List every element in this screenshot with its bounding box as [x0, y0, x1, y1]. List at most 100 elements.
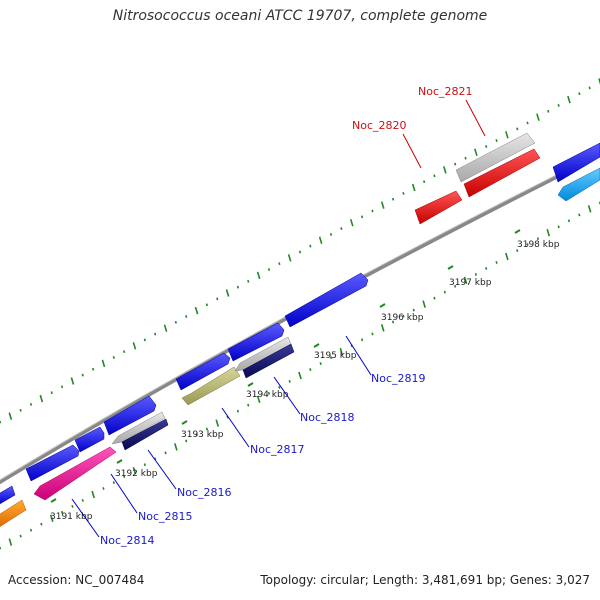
gc-dot: [81, 373, 84, 377]
gc-dot: [102, 487, 105, 490]
gc-dot: [318, 236, 323, 245]
gene-arrow[interactable]: [455, 132, 536, 183]
gene-arrow[interactable]: [227, 322, 285, 362]
gc-dot: [464, 156, 467, 160]
gc-dot: [205, 303, 209, 307]
gene-arrow[interactable]: [181, 366, 241, 406]
gc-dot: [412, 308, 415, 312]
gene-arrow[interactable]: [552, 142, 600, 183]
gene-arrow[interactable]: [121, 418, 169, 451]
gc-dot: [536, 113, 540, 121]
gc-dot: [60, 385, 64, 389]
gene-label-noc2820[interactable]: Noc_2820: [352, 119, 407, 132]
gene-label-noc2815[interactable]: Noc_2815: [138, 510, 193, 523]
gc-dot: [485, 266, 488, 270]
tick-label: 3191 kbp: [50, 512, 93, 522]
gc-dot: [454, 162, 457, 166]
gene-arrow[interactable]: [0, 485, 16, 505]
gc-dot: [225, 289, 230, 297]
gc-dot: [288, 379, 291, 383]
gc-dot: [578, 92, 581, 96]
gc-dot: [8, 412, 13, 420]
gc-dot: [60, 510, 64, 514]
gc-dot: [8, 538, 13, 546]
gene-label-noc2816[interactable]: Noc_2816: [177, 486, 232, 499]
gene-arrow[interactable]: [33, 446, 117, 501]
gene-arrow[interactable]: [111, 411, 166, 445]
gc-dot: [433, 174, 436, 178]
tick-label: 3197 kbp: [449, 278, 492, 288]
scale-ticks: 3191 kbp 3192 kbp 3193 kbp 3194 kbp 3195…: [50, 229, 560, 522]
genome-backbone-highlight: [0, 152, 600, 481]
gc-dot: [309, 244, 312, 248]
gc-dot: [195, 433, 198, 437]
forward-genes: [0, 132, 600, 505]
gene-arrow[interactable]: [557, 167, 600, 202]
gene-arrow[interactable]: [414, 190, 463, 225]
accession-text: Accession: NC_007484: [8, 573, 145, 587]
tick-label: 3195 kbp: [314, 351, 357, 361]
gc-dot: [236, 409, 240, 413]
gc-dot: [185, 315, 188, 318]
gc-dot: [391, 320, 395, 324]
gc-dot: [132, 342, 137, 350]
gene-arrow[interactable]: [74, 426, 105, 453]
gene-label-noc2821[interactable]: Noc_2821: [418, 85, 473, 98]
gc-dot: [49, 514, 54, 523]
gc-dot: [174, 320, 177, 324]
gc-dot: [185, 439, 188, 443]
gc-dot: [309, 368, 312, 372]
gc-dot: [91, 490, 95, 499]
gene-label-noc2814[interactable]: Noc_2814: [100, 534, 155, 547]
gene-labels: Noc_2814 Noc_2815 Noc_2816 Noc_2817 Noc_…: [100, 85, 473, 547]
gc-dot: [256, 395, 261, 404]
gc-dot: [380, 201, 385, 209]
gc-dot: [278, 262, 281, 266]
label-leaders: [71, 99, 486, 538]
map-title: Nitrosococcus oceani ATCC 19707, complet…: [112, 8, 488, 24]
gene-arrow[interactable]: [25, 444, 80, 482]
gc-dot: [287, 254, 292, 262]
gc-dot: [91, 367, 95, 371]
gc-dot: [19, 408, 22, 412]
gene-label-noc2819[interactable]: Noc_2819: [371, 372, 426, 385]
gc-dot: [154, 332, 157, 336]
gene-arrow[interactable]: [284, 272, 369, 328]
gene-label-noc2818[interactable]: Noc_2818: [300, 411, 355, 424]
gc-dot: [443, 166, 447, 174]
gc-dot: [247, 279, 250, 283]
gc-dot: [101, 359, 106, 368]
gc-dot: [278, 385, 281, 389]
gene-arrow[interactable]: [242, 343, 295, 379]
gene-arrow[interactable]: [103, 395, 157, 436]
gc-dot: [505, 252, 509, 261]
gc-dot: [247, 403, 250, 407]
gc-dot: [143, 463, 146, 467]
gc-dot: [598, 78, 600, 85]
gc-dot: [267, 391, 271, 395]
gc-dot: [454, 284, 457, 288]
gc-dot: [360, 215, 364, 219]
gene-arrow[interactable]: [175, 352, 231, 391]
gc-dot: [112, 356, 115, 359]
gc-dot: [40, 522, 43, 526]
gc-dot: [587, 205, 592, 213]
gc-dot: [329, 356, 333, 360]
gc-dot: [546, 228, 551, 237]
gc-dot: [495, 139, 498, 143]
gene-label-noc2817[interactable]: Noc_2817: [250, 443, 305, 456]
gc-dot: [402, 191, 405, 195]
gene-arrow[interactable]: [463, 148, 541, 198]
gc-dot: [526, 243, 529, 247]
gc-dot: [256, 271, 261, 280]
gc-dot: [194, 306, 199, 315]
gc-dot: [423, 180, 426, 184]
gene-arrow[interactable]: [0, 499, 27, 530]
gc-dot: [495, 261, 498, 264]
gc-dot: [174, 443, 178, 451]
gc-dot: [474, 272, 477, 276]
gc-dot: [29, 528, 33, 532]
gc-dot: [578, 213, 581, 217]
genome-summary-text: Topology: circular; Length: 3,481,691 bp…: [260, 573, 590, 587]
gc-dot: [164, 451, 167, 455]
